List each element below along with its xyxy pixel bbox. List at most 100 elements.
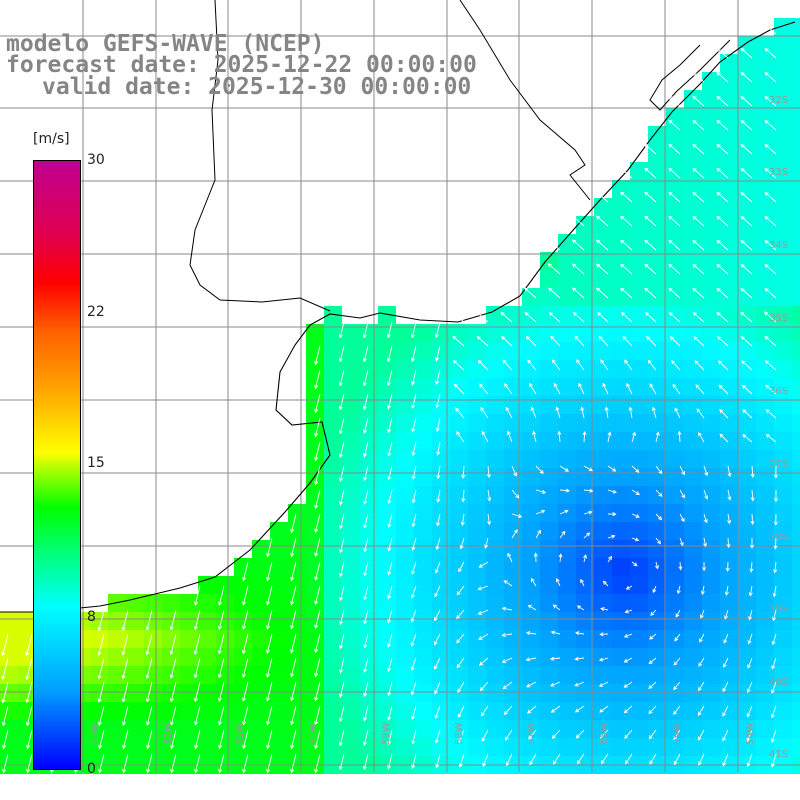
wind-speed-cell [738, 162, 756, 180]
wind-speed-cell [234, 612, 252, 630]
wind-arrow [501, 632, 513, 638]
wind-speed-cell [306, 630, 324, 648]
wind-arrow [703, 489, 709, 500]
wind-speed-cell [702, 162, 720, 180]
wind-speed-cell [504, 432, 522, 450]
wind-arrow [241, 609, 249, 631]
wind-speed-cell [738, 594, 756, 612]
wind-speed-cell [594, 594, 612, 612]
wind-arrow [719, 433, 729, 443]
wind-speed-cell [540, 666, 558, 684]
wind-speed-cell [540, 504, 558, 522]
wind-speed-cell [342, 504, 360, 522]
wind-speed-cell [108, 684, 126, 702]
wind-speed-cell [198, 594, 216, 612]
wind-speed-cell [648, 234, 666, 252]
wind-speed-cell [324, 378, 342, 396]
wind-speed-cell [234, 702, 252, 720]
wind-speed-cell [342, 684, 360, 702]
wind-speed-cell [792, 612, 800, 630]
wind-arrow [722, 753, 729, 767]
wind-speed-cell [612, 522, 630, 540]
wind-arrow [217, 657, 225, 679]
wind-arrow [265, 633, 273, 655]
wind-arrow [764, 23, 777, 35]
wind-arrow [266, 561, 273, 582]
wind-speed-cell [666, 306, 684, 324]
wind-speed-cell [594, 432, 612, 450]
wind-speed-cell [432, 522, 450, 540]
wind-speed-cell [540, 342, 558, 360]
lat-label: 32S [769, 95, 789, 106]
wind-speed-cell [648, 504, 666, 522]
wind-arrow [668, 119, 681, 131]
wind-speed-cell [666, 558, 684, 576]
wind-speed-cell [450, 378, 468, 396]
wind-speed-cell [612, 270, 630, 288]
wind-speed-cell [720, 342, 738, 360]
wind-arrow [25, 633, 33, 657]
wind-speed-cell [774, 36, 792, 54]
wind-speed-cell [378, 468, 396, 486]
wind-arrow [668, 191, 681, 203]
wind-arrow [692, 239, 705, 251]
wind-speed-cell [630, 180, 648, 198]
wind-speed-cell [378, 666, 396, 684]
wind-arrow [742, 434, 753, 443]
wind-speed-cell [792, 198, 800, 216]
wind-arrow [511, 489, 520, 499]
wind-speed-cell [666, 738, 684, 756]
wind-speed-cell [432, 342, 450, 360]
wind-speed-cell [666, 720, 684, 738]
wind-speed-cell [648, 630, 666, 648]
wind-arrow [338, 321, 345, 339]
wind-arrow [387, 393, 393, 410]
wind-speed-cell [558, 288, 576, 306]
wind-speed-cell [792, 90, 800, 108]
wind-arrow [669, 336, 681, 347]
wind-speed-cell [360, 594, 378, 612]
wind-speed-cell [594, 468, 612, 486]
wind-speed-cell [702, 468, 720, 486]
wind-arrow [621, 312, 633, 323]
wind-speed-cell [576, 306, 594, 324]
wind-speed-cell [756, 630, 774, 648]
wind-speed-cell [180, 594, 198, 612]
wind-arrow [679, 537, 684, 547]
wind-speed-cell [216, 702, 234, 720]
wind-arrow [482, 753, 489, 768]
wind-speed-cell [378, 594, 396, 612]
wind-arrow [456, 585, 465, 596]
wind-speed-cell [468, 360, 486, 378]
wind-arrow [524, 311, 537, 323]
wind-speed-cell [450, 468, 468, 486]
wind-speed-cell [702, 324, 720, 342]
wind-speed-cell [648, 540, 666, 558]
wind-arrow [457, 681, 465, 694]
wind-speed-cell [342, 486, 360, 504]
wind-speed-cell [648, 486, 666, 504]
wind-speed-cell [270, 666, 288, 684]
wind-arrow [1, 657, 9, 681]
wind-speed-cell [324, 594, 342, 612]
wind-arrow [122, 729, 129, 750]
wind-arrow [339, 537, 345, 554]
wind-speed-cell [702, 612, 720, 630]
wind-speed-cell [540, 288, 558, 306]
wind-speed-cell [702, 558, 720, 576]
wind-speed-cell [558, 648, 576, 666]
wind-speed-cell [576, 504, 594, 522]
wind-speed-cell [396, 720, 414, 738]
wind-speed-cell [684, 702, 702, 720]
wind-speed-cell [756, 144, 774, 162]
wind-arrow [717, 360, 729, 371]
wind-speed-cell [198, 702, 216, 720]
wind-speed-cell [450, 342, 468, 360]
wind-arrow [550, 335, 561, 347]
wind-speed-cell [396, 540, 414, 558]
wind-speed-cell [648, 684, 666, 702]
wind-arrow [2, 753, 9, 774]
wind-speed-cell [648, 450, 666, 468]
wind-arrow [549, 656, 561, 661]
wind-arrow [770, 705, 777, 719]
